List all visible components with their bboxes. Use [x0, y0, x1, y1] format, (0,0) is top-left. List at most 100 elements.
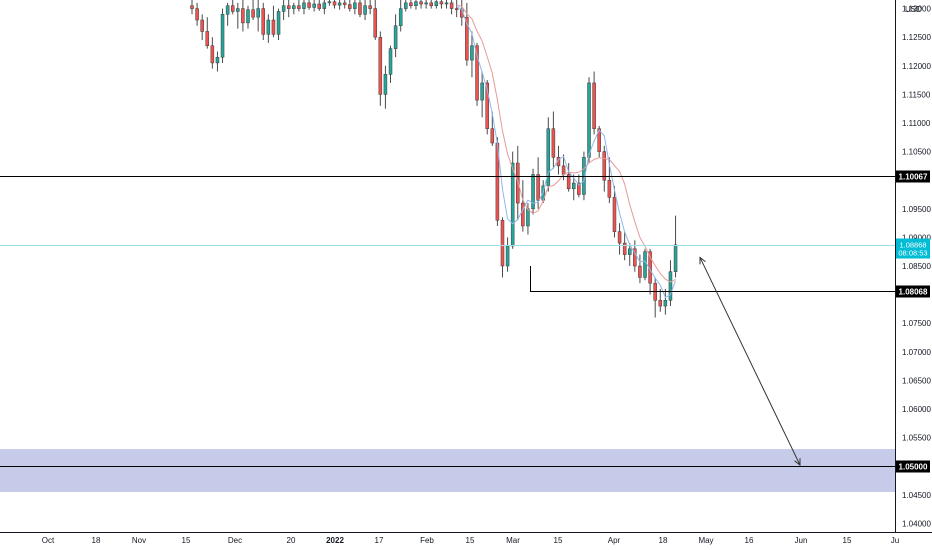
candle-bearish — [485, 82, 489, 129]
time-tick-label: 16 — [745, 536, 754, 545]
time-axis-ticks[interactable]: Oct 18 Nov 15 Dec 20 2022 17 Feb 15 Mar 15 Apr 18 May 1… — [42, 536, 899, 545]
candle-bearish — [449, 2, 454, 9]
price-tick-label: 1.12500 — [902, 33, 931, 42]
candle-bearish — [633, 248, 637, 267]
candle-bearish — [439, 1, 444, 5]
candle-bullish — [627, 248, 632, 255]
candle-bearish — [190, 5, 194, 9]
candle-bearish — [658, 300, 663, 307]
price-tick-label: 1.10500 — [902, 148, 931, 157]
price-tick-label: 1.05500 — [902, 434, 931, 443]
candle-bullish — [312, 3, 316, 8]
arrow-head-start — [699, 256, 706, 265]
candle-bearish — [348, 4, 352, 9]
candle-bearish — [429, 2, 433, 6]
candle-bearish — [612, 197, 617, 232]
price-tick-label: 1.07500 — [902, 319, 931, 328]
candle-bullish — [322, 2, 327, 9]
candle-bearish — [205, 31, 210, 47]
candle-bearish — [195, 8, 199, 21]
time-tick-label: Jun — [795, 536, 808, 545]
candle-bearish — [251, 9, 255, 18]
time-tick-label: Mar — [506, 536, 520, 545]
candle-bullish — [587, 82, 591, 158]
time-tick-label: Nov — [132, 536, 146, 545]
candle-bearish — [200, 19, 204, 32]
horizontal-lines-layer — [0, 176, 895, 467]
candle-bearish — [551, 128, 556, 158]
arrow-shaft — [699, 257, 801, 466]
level-price-label — [896, 285, 930, 298]
candle-bearish — [241, 8, 245, 24]
candle-bearish — [271, 19, 276, 35]
candle-bearish — [561, 165, 566, 175]
candle-bullish — [225, 5, 230, 15]
candle-bullish — [266, 19, 271, 35]
candle-bearish — [592, 82, 596, 129]
candle-bearish — [317, 3, 321, 9]
countdown-text: 08:08:53 — [898, 249, 927, 258]
candle-bullish — [281, 5, 286, 12]
price-tick-label: 1.06000 — [902, 405, 931, 414]
candle-bearish — [638, 265, 642, 278]
demand-zone[interactable] — [0, 449, 895, 492]
candle-bullish — [292, 5, 296, 9]
candle-bearish — [617, 231, 622, 244]
candle-bullish — [470, 45, 474, 61]
price-tick-label: 1.13000 — [902, 5, 931, 14]
candle-bearish — [297, 5, 301, 9]
price-tick-label: 1.09000 — [902, 233, 931, 242]
candle-bullish — [327, 1, 332, 4]
candle-bearish — [490, 128, 495, 144]
candle-bearish — [368, 5, 372, 9]
candle-bullish — [246, 9, 250, 24]
candle-bearish — [286, 5, 291, 9]
time-tick-label: 15 — [182, 536, 191, 545]
candle-bullish — [668, 271, 673, 301]
price-tick-label: 1.04500 — [902, 491, 931, 500]
level-price-label — [896, 460, 930, 473]
candle-bearish — [419, 1, 423, 5]
candle-bearish — [307, 2, 311, 8]
candle-bullish — [505, 245, 510, 267]
candle-bullish — [480, 82, 484, 101]
projection-arrow[interactable] — [699, 256, 801, 467]
candle-bearish — [622, 242, 627, 255]
candle-bearish — [261, 8, 266, 35]
candle-bullish — [276, 11, 281, 35]
level-price-text: 1.10067 — [899, 173, 928, 182]
time-tick-label: May — [698, 536, 713, 545]
candle-bearish — [536, 174, 540, 201]
candle-bearish — [373, 8, 377, 38]
price-axis-ticks[interactable]: 1.13000 1.12500 1.12000 1.11500 1.11000 1.105… — [902, 5, 931, 529]
arrow-head-end — [794, 458, 801, 467]
candles-layer — [190, 0, 678, 318]
candle-bullish — [363, 5, 367, 15]
candle-bullish — [510, 162, 515, 247]
level-price-text: 1.08068 — [899, 288, 928, 297]
time-tick-label: 15 — [554, 536, 563, 545]
candle-bearish — [602, 151, 607, 181]
current-price-text: 1.08868 — [899, 241, 926, 250]
level-price-label — [896, 170, 930, 183]
candle-bullish — [531, 174, 535, 210]
candle-bullish — [393, 25, 398, 49]
candle-bearish — [230, 5, 235, 12]
candle-bullish — [582, 157, 586, 195]
candle-bullish — [302, 2, 306, 9]
candle-bullish — [434, 1, 439, 6]
candle-bullish — [383, 74, 388, 95]
candle-bullish — [398, 8, 403, 26]
candle-bearish — [607, 179, 612, 198]
time-tick-label: 18 — [92, 536, 101, 545]
price-tick-label: 1.11000 — [902, 119, 931, 128]
time-tick-label: Ju — [891, 536, 899, 545]
candle-bullish — [215, 56, 220, 64]
candle-bullish — [526, 208, 530, 227]
candle-bearish — [566, 174, 571, 190]
candle-bearish — [521, 202, 525, 227]
currency-label: USD — [905, 5, 922, 14]
time-tick-label: 15 — [466, 536, 475, 545]
